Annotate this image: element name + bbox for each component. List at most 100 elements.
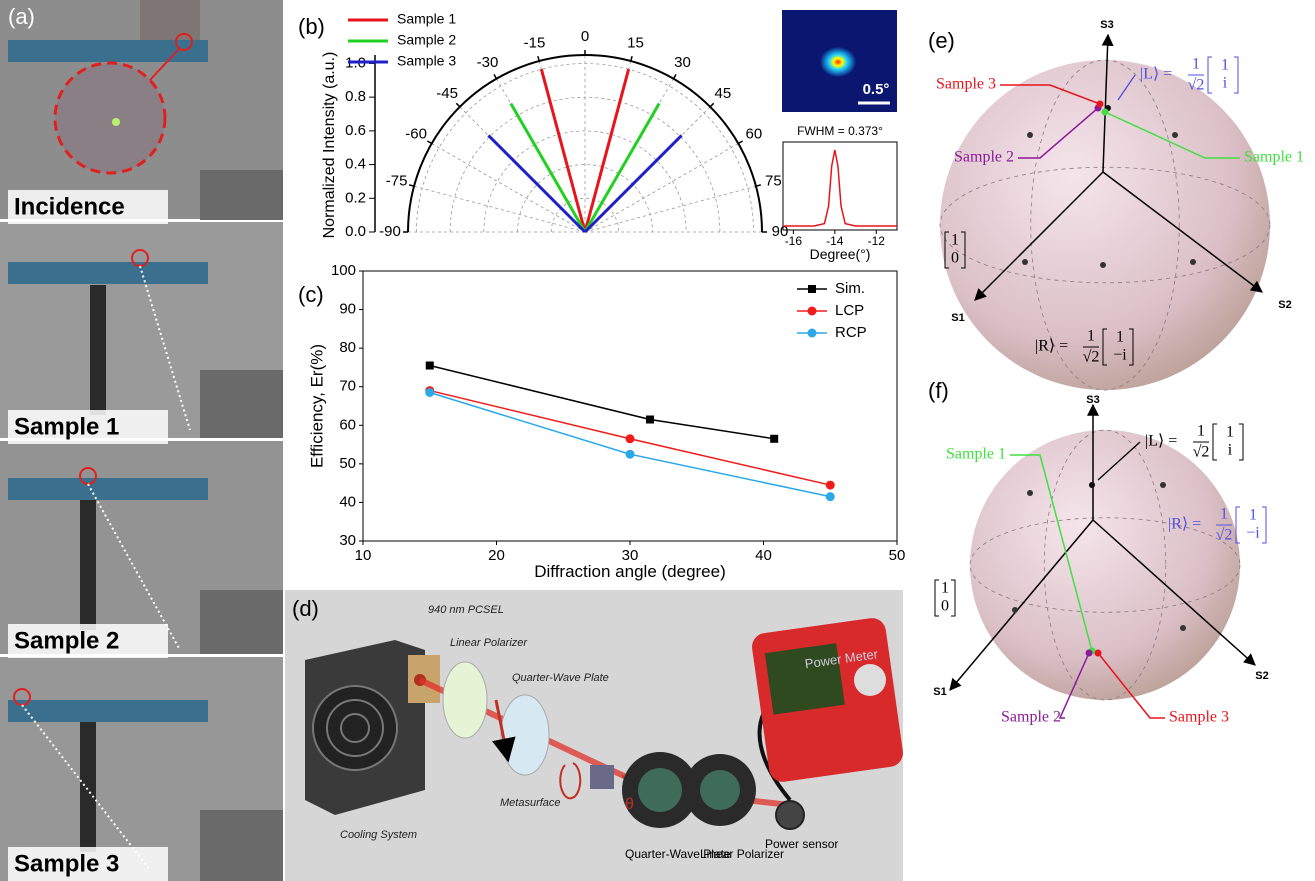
axis-label: S2 [1255, 670, 1268, 682]
grid-line [585, 186, 756, 232]
ket-vec: i [1228, 442, 1233, 459]
marker [626, 434, 635, 443]
x-tick-label: 50 [889, 547, 906, 564]
legend-marker [808, 329, 817, 338]
h-vec: 0 [941, 598, 949, 615]
ket-den: √2 [1216, 527, 1233, 544]
ket-vec: 1 [1249, 507, 1257, 524]
marker [826, 492, 835, 501]
x-tick-label: -75 [386, 172, 408, 189]
legend-label: Sim. [835, 280, 865, 297]
state-dot [1027, 490, 1033, 496]
marker [626, 450, 635, 459]
ket-vec: 1 [1226, 424, 1234, 441]
setup-label: Linear Polarizer [450, 637, 528, 649]
ray [541, 69, 585, 232]
ket-label: |L⟩ = [1145, 433, 1177, 450]
y-tick-label: 40 [339, 493, 356, 510]
legend-label: Sample 3 [397, 53, 456, 69]
x-axis-label: Degree(°) [810, 246, 871, 262]
sample-label: Sample 1 [946, 446, 1006, 463]
sample-label: Sample 1 [1244, 149, 1304, 166]
beam-spot [820, 47, 856, 77]
state-dot [1190, 259, 1196, 265]
marker [770, 435, 778, 443]
ket-vec: −i [1113, 347, 1127, 364]
chart-title: FWHM = 0.373° [797, 124, 883, 138]
x-tick-label: -90 [379, 223, 401, 240]
legend-label: Sample 2 [397, 32, 456, 48]
scale-label: 0.5° [863, 81, 890, 98]
state-dot [1089, 482, 1095, 488]
y-tick-label: 100 [331, 262, 356, 279]
ket-den: √2 [1193, 444, 1210, 461]
setup-label: Quarter-Wave Plate [512, 672, 609, 684]
x-tick-label: 60 [746, 125, 763, 142]
legend-label: LCP [835, 302, 864, 319]
legend-label: RCP [835, 324, 867, 341]
ray [585, 69, 629, 232]
x-tick-label: -60 [405, 125, 427, 142]
photo-label: Sample 1 [14, 413, 119, 440]
state-dot [1012, 607, 1018, 613]
ket-vec: −i [1246, 525, 1260, 542]
setup-label: Metasurface [500, 797, 561, 809]
marker [425, 388, 434, 397]
panel-label: (b) [298, 14, 325, 39]
setup-label: θ [625, 796, 634, 813]
axis-label: S3 [1100, 19, 1113, 31]
x-tick-label: -16 [785, 234, 803, 248]
y-tick-label: 0.2 [345, 189, 366, 206]
y-tick-label: 0.4 [345, 156, 366, 173]
axis-label: S3 [1086, 394, 1099, 406]
h-vec: 0 [951, 250, 959, 267]
sample-label: Sample 3 [1169, 709, 1229, 726]
photo-panel: (a) Incidence Sample 1 Sample 2 Sample 3 [0, 0, 283, 881]
axis-label: S1 [951, 312, 964, 324]
x-tick-label: 45 [715, 85, 732, 102]
y-axis-label: Efficiency, Er(%) [307, 344, 326, 468]
ket-num: 1 [1192, 56, 1200, 73]
ket-den: √2 [1188, 77, 1205, 94]
axis-label: S1 [933, 686, 946, 698]
grid-arc [518, 165, 653, 232]
x-tick-label: 40 [755, 547, 772, 564]
x-tick-label: 30 [674, 54, 691, 71]
x-tick-label: 15 [627, 35, 644, 52]
state-dot [1160, 482, 1166, 488]
axis-label: S2 [1278, 299, 1291, 311]
x-tick-label: 0 [581, 28, 589, 45]
setup-label: Power sensor [765, 837, 838, 851]
legend-label: Sample 1 [397, 11, 456, 27]
y-axis-label: Normalized Intensity (a.u.) [321, 52, 338, 239]
h-vec: 1 [941, 580, 949, 597]
photo-label: Sample 2 [14, 627, 119, 654]
photo-label: Sample 3 [14, 850, 119, 877]
marker [646, 416, 654, 424]
sample-label: Sample 2 [1001, 709, 1061, 726]
state-dot [1180, 625, 1186, 631]
x-tick-label: -15 [524, 35, 546, 52]
panel-label: (c) [298, 282, 324, 307]
setup-label: 940 nm PCSEL [428, 604, 504, 616]
y-tick-label: 0.6 [345, 122, 366, 139]
y-tick-label: 60 [339, 416, 356, 433]
y-tick-label: 30 [339, 532, 356, 549]
panel-label: (e) [928, 28, 955, 53]
y-tick-label: 50 [339, 455, 356, 472]
state-dot [1022, 259, 1028, 265]
y-tick-label: 90 [339, 301, 356, 318]
panel-label: (d) [292, 596, 319, 621]
panel-label: (f) [928, 378, 949, 403]
x-tick-label: 20 [488, 547, 505, 564]
series-line [783, 150, 897, 226]
figure: (a) Incidence Sample 1 Sample 2 Sample 3… [0, 0, 1315, 881]
sample-label: Sample 3 [936, 76, 996, 93]
ket-label: |L⟩ = [1140, 66, 1172, 83]
y-tick-label: 0.0 [345, 223, 366, 240]
ket-vec: 1 [1116, 329, 1124, 346]
efficiency-chart: 102030405030405060708090100Diffraction a… [307, 262, 905, 581]
legend-marker [808, 307, 817, 316]
state-dot [1027, 132, 1033, 138]
